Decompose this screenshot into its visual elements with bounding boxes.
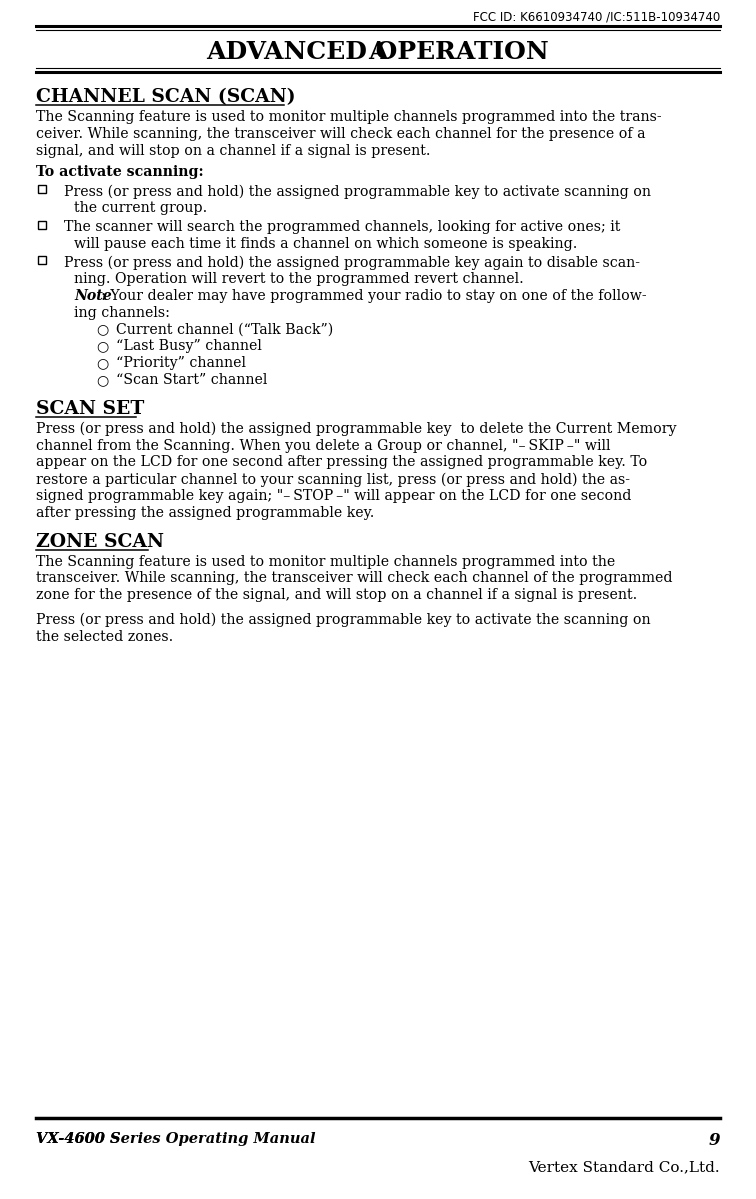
Text: To activate scanning:: To activate scanning: (36, 165, 203, 180)
Text: FCC ID: K6610934740 /IC:511B-10934740: FCC ID: K6610934740 /IC:511B-10934740 (472, 10, 720, 23)
Text: CHANNEL SCAN (SCAN): CHANNEL SCAN (SCAN) (36, 88, 296, 106)
Text: “Scan Start” channel: “Scan Start” channel (116, 373, 268, 387)
Text: after pressing the assigned programmable key.: after pressing the assigned programmable… (36, 506, 374, 520)
Text: Press (or press and hold) the assigned programmable key to activate scanning on: Press (or press and hold) the assigned p… (64, 185, 651, 199)
Text: will pause each time it finds a channel on which someone is speaking.: will pause each time it finds a channel … (74, 236, 578, 251)
Text: ○: ○ (96, 323, 108, 337)
Text: ZONE SCAN: ZONE SCAN (36, 532, 164, 550)
Text: ○: ○ (96, 373, 108, 387)
Text: ADVANCED OPERATION: ADVANCED OPERATION (206, 40, 550, 64)
Text: ○: ○ (96, 339, 108, 354)
Text: Vertex Standard Co.,Ltd.: Vertex Standard Co.,Ltd. (528, 1159, 720, 1174)
Bar (38, 185, 46, 193)
Text: signed programmable key again; "– STOP –" will appear on the LCD for one second: signed programmable key again; "– STOP –… (36, 489, 631, 504)
Text: ning. Operation will revert to the programmed revert channel.: ning. Operation will revert to the progr… (74, 272, 524, 287)
Text: SCAN SET: SCAN SET (36, 399, 144, 417)
Text: The Scanning feature is used to monitor multiple channels programmed into the tr: The Scanning feature is used to monitor … (36, 110, 662, 123)
Text: The scanner will search the programmed channels, looking for active ones; it: The scanner will search the programmed c… (64, 219, 621, 234)
Text: channel from the Scanning. When you delete a Group or channel, "– SKIP –" will: channel from the Scanning. When you dele… (36, 439, 611, 452)
Text: : Your dealer may have programmed your radio to stay on one of the follow-: : Your dealer may have programmed your r… (101, 289, 646, 303)
Text: signal, and will stop on a channel if a signal is present.: signal, and will stop on a channel if a … (36, 144, 430, 157)
Text: Note: Note (74, 289, 112, 303)
Text: Press (or press and hold) the assigned programmable key to activate the scanning: Press (or press and hold) the assigned p… (36, 613, 651, 627)
Text: The Scanning feature is used to monitor multiple channels programmed into the: The Scanning feature is used to monitor … (36, 555, 615, 568)
Text: zone for the presence of the signal, and will stop on a channel if a signal is p: zone for the presence of the signal, and… (36, 589, 637, 602)
Text: transceiver. While scanning, the transceiver will check each channel of the prog: transceiver. While scanning, the transce… (36, 572, 673, 585)
Bar (38, 257, 46, 265)
Text: Current channel (“Talk Back”): Current channel (“Talk Back”) (116, 323, 333, 337)
Text: restore a particular channel to your scanning list, press (or press and hold) th: restore a particular channel to your sca… (36, 472, 630, 487)
Text: 9: 9 (708, 1132, 720, 1149)
Text: ing channels:: ing channels: (74, 306, 170, 320)
Text: ○: ○ (96, 356, 108, 370)
Text: A: A (368, 40, 388, 64)
Text: the selected zones.: the selected zones. (36, 629, 173, 644)
Text: appear on the LCD for one second after pressing the assigned programmable key. T: appear on the LCD for one second after p… (36, 456, 647, 469)
Bar (38, 221, 46, 229)
Text: the current group.: the current group. (74, 201, 207, 215)
Text: VX-4600 S: VX-4600 S (36, 1132, 121, 1146)
Text: VX-4600 Series Operating Manual: VX-4600 Series Operating Manual (36, 1132, 315, 1146)
Text: ceiver. While scanning, the transceiver will check each channel for the presence: ceiver. While scanning, the transceiver … (36, 127, 646, 140)
Text: “Priority” channel: “Priority” channel (116, 356, 246, 370)
Text: Press (or press and hold) the assigned programmable key  to delete the Current M: Press (or press and hold) the assigned p… (36, 422, 677, 436)
Text: Press (or press and hold) the assigned programmable key again to disable scan-: Press (or press and hold) the assigned p… (64, 255, 640, 270)
Text: “Last Busy” channel: “Last Busy” channel (116, 339, 262, 354)
